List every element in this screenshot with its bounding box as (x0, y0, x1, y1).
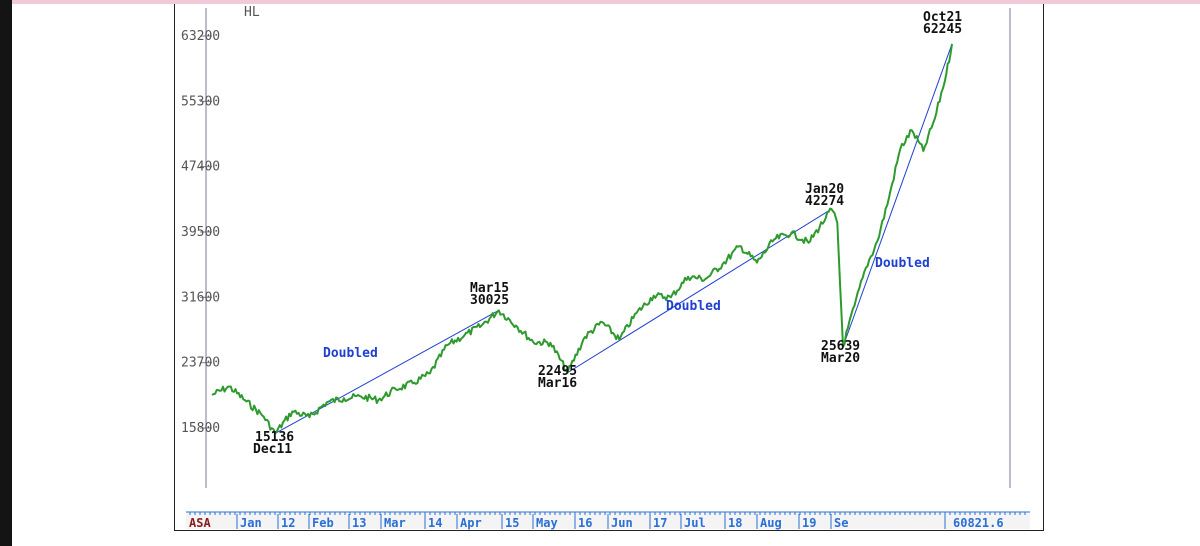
x-tick-label: Se (834, 516, 848, 530)
annotation-jan20-value: 42274 (805, 194, 844, 209)
x-tick-label: Jul (684, 516, 706, 530)
x-tick-label: Jun (611, 516, 633, 530)
x-tick-label: 16 (578, 516, 592, 530)
x-tick-label: Aug (760, 516, 782, 530)
y-tick-label: 63200 (181, 29, 220, 44)
x-tick-label: May (536, 516, 558, 530)
x-tick-label: 15 (505, 516, 519, 530)
doubled-label-2: Doubled (666, 299, 721, 314)
annotation-oct21-value: 62245 (923, 22, 962, 37)
annotation-mar15-value: 30025 (470, 293, 509, 308)
annotation-mar15-date: Mar15 (470, 281, 509, 296)
x-tick-label: Feb (312, 516, 334, 530)
price-series-line (211, 43, 953, 435)
y-ticks: 63200 55300 47400 39500 31600 23700 15800 (181, 29, 220, 436)
annotation-mar20-date: Mar20 (821, 351, 860, 366)
annotation-dec11-date: Dec11 (253, 442, 292, 457)
symbol-label: ASA (189, 516, 211, 530)
x-tick-label: Mar (384, 516, 406, 530)
x-tick-label: 12 (281, 516, 295, 530)
y-tick-label: 15800 (181, 421, 220, 436)
trendlines (274, 43, 953, 434)
x-tick-label: 13 (352, 516, 366, 530)
annotation-dec11-value: 15136 (255, 430, 294, 445)
annotation-mar16-date: Mar16 (538, 376, 577, 391)
x-tick-label: Jan (240, 516, 262, 530)
y-tick-label: 39500 (181, 225, 220, 240)
annotation-jan20-date: Jan20 (805, 182, 844, 197)
window-top-edge (12, 0, 1200, 4)
last-value-label: 60821.6 (953, 516, 1004, 530)
y-tick-label: 55300 (181, 94, 220, 109)
x-tick-label: 17 (653, 516, 667, 530)
x-tick-label: 19 (802, 516, 816, 530)
x-ticks: ASA Jan 12 Feb 13 Mar 14 Apr 15 May 16 Jun 17 Jul 18 Au… (186, 512, 1030, 530)
chart-frame (174, 4, 1044, 531)
y-tick-label: 47400 (181, 160, 220, 175)
x-tick-label: 14 (428, 516, 442, 530)
window-left-edge (0, 0, 12, 546)
y-tick-label: 31600 (181, 290, 220, 305)
trendline-3 (842, 43, 953, 347)
x-tick-label: 18 (728, 516, 742, 530)
annotation-mar20-value: 25639 (821, 339, 860, 354)
hl-label: HL (244, 5, 260, 20)
doubled-label-1: Doubled (323, 346, 378, 361)
y-tick-label: 23700 (181, 356, 220, 371)
x-tick-label: Apr (460, 516, 482, 530)
annotation-oct21-date: Oct21 (923, 10, 962, 25)
annotation-mar16-value: 22495 (538, 364, 577, 379)
doubled-label-3: Doubled (875, 256, 930, 271)
